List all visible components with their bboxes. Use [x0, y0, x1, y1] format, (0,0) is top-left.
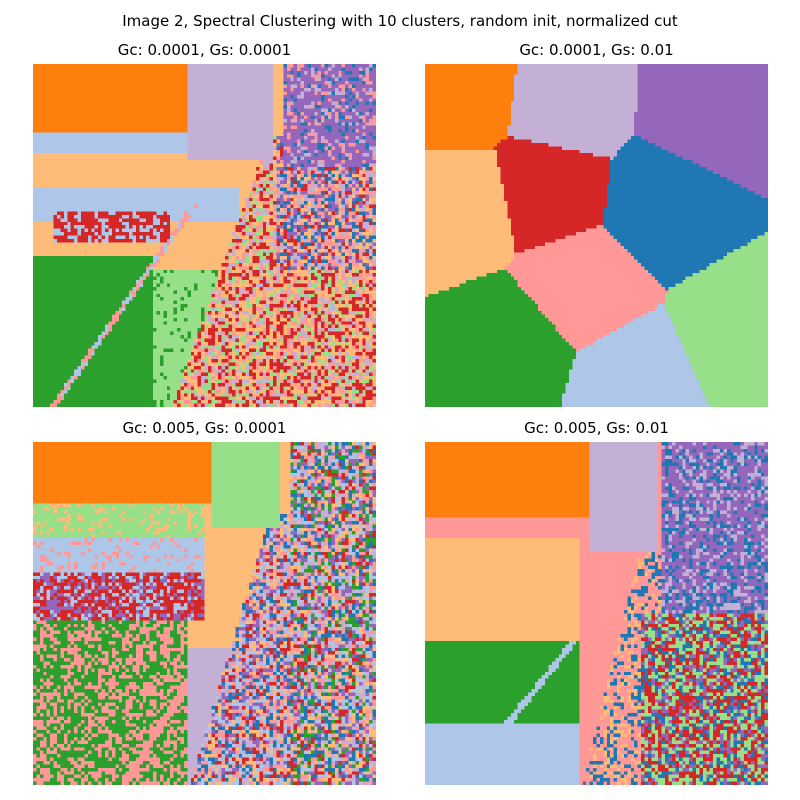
cluster-map-2	[425, 64, 768, 407]
cluster-map-4	[425, 442, 768, 785]
cluster-map-3	[33, 442, 376, 785]
subplot-1-title: Gc: 0.0001, Gs: 0.0001	[33, 41, 376, 59]
cluster-map-1	[33, 64, 376, 407]
subplot-2-title: Gc: 0.0001, Gs: 0.01	[425, 41, 768, 59]
subplot-3-title: Gc: 0.005, Gs: 0.0001	[33, 419, 376, 437]
subplot-4-title: Gc: 0.005, Gs: 0.01	[425, 419, 768, 437]
figure-title: Image 2, Spectral Clustering with 10 clu…	[0, 12, 800, 30]
